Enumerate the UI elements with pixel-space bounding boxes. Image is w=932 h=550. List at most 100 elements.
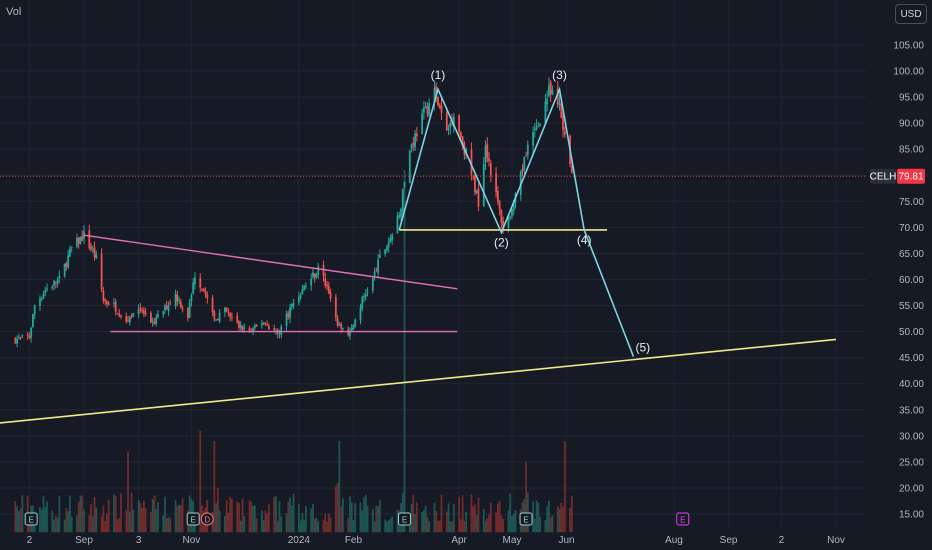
volume-bar xyxy=(69,495,71,533)
candle-body xyxy=(32,314,34,327)
candle-body xyxy=(130,316,133,318)
volume-bar xyxy=(100,516,103,533)
earnings-marker: E xyxy=(519,512,533,526)
candle-body xyxy=(202,288,205,292)
earnings-badge[interactable] xyxy=(519,512,533,526)
candle-body xyxy=(268,325,270,330)
drawings: (1) (2) (3) (4) (5) xyxy=(0,68,837,424)
earnings-marker: E xyxy=(186,512,200,526)
volume-bar xyxy=(93,496,96,533)
volume-bar xyxy=(33,520,36,533)
volume-bar xyxy=(322,519,325,533)
candle-body xyxy=(236,315,239,323)
price-tick-label: 95.00 xyxy=(899,93,924,104)
candle-body xyxy=(570,166,573,173)
volume-bar xyxy=(165,518,168,533)
earnings-badge[interactable] xyxy=(398,512,412,526)
candle-body xyxy=(500,209,503,223)
volume-bar xyxy=(560,502,563,533)
candle-body xyxy=(512,201,515,211)
volume-bar xyxy=(387,520,390,533)
candle-body xyxy=(371,278,374,291)
volume-bar xyxy=(421,511,424,533)
volume-bar xyxy=(79,495,82,533)
candle-body xyxy=(65,263,68,267)
candle-body xyxy=(139,307,142,310)
volume-bar xyxy=(77,501,80,533)
volume-bar xyxy=(250,501,253,533)
volume-bar xyxy=(338,441,341,533)
volume-bar xyxy=(95,507,98,533)
currency-button[interactable]: USD xyxy=(895,4,927,24)
candle-body xyxy=(151,321,154,323)
volume-bar xyxy=(113,494,115,533)
candle-body xyxy=(113,302,115,304)
volume-bar xyxy=(422,510,425,533)
candle-body xyxy=(287,312,290,317)
volume-bar xyxy=(19,508,22,533)
earnings-badge[interactable] xyxy=(24,512,38,526)
candle-body xyxy=(350,328,353,332)
candle-body xyxy=(33,305,36,315)
candle-body xyxy=(93,247,96,258)
price-tick-label: 40.00 xyxy=(899,379,924,390)
dividend-badge[interactable] xyxy=(200,512,214,526)
volume-bar xyxy=(297,503,300,533)
volume-bar xyxy=(312,503,314,533)
volume-bar xyxy=(278,501,281,533)
earnings-badge[interactable] xyxy=(676,512,690,526)
volume-bar xyxy=(391,516,394,533)
candle-body xyxy=(26,334,29,336)
volume-bar xyxy=(65,507,68,533)
candle-body xyxy=(475,190,478,194)
volume-bar xyxy=(14,500,17,533)
volume-bar xyxy=(428,521,431,533)
candle-body xyxy=(120,315,122,317)
volume-bar xyxy=(141,507,144,533)
volume-bar xyxy=(290,505,293,533)
volume-bar xyxy=(299,520,302,533)
candle-body xyxy=(116,313,119,315)
volume-bar xyxy=(366,505,369,533)
candle-body xyxy=(364,294,367,297)
candle-body xyxy=(556,88,559,105)
volume-bar xyxy=(539,516,542,533)
candle-body xyxy=(70,246,73,248)
volume-bar xyxy=(324,513,327,533)
time-axis: 2 Sep 3 Nov 2024 Feb Apr May Jun Aug Sep 2 Nov xyxy=(27,535,845,546)
candle-body xyxy=(273,328,276,331)
candle-body xyxy=(218,312,221,322)
candle-body xyxy=(472,176,475,178)
volume-bar xyxy=(563,441,566,533)
candle-body xyxy=(322,264,325,277)
volume-bar xyxy=(264,510,267,533)
candle-body xyxy=(560,103,563,118)
volume-bar xyxy=(104,521,107,533)
volume-bar xyxy=(458,496,461,533)
candle-body xyxy=(157,314,159,318)
candle-body xyxy=(266,324,269,326)
candle-body xyxy=(137,309,140,314)
event-marker-label: E xyxy=(28,516,33,525)
candle-body xyxy=(521,168,524,171)
volume-bar xyxy=(155,509,158,533)
candle-body xyxy=(317,266,320,275)
candle-body xyxy=(14,338,17,344)
candle-body xyxy=(433,87,436,103)
candle-body xyxy=(91,249,94,251)
candle-body xyxy=(169,303,172,305)
candle-body xyxy=(414,133,416,148)
triangle-upper-line xyxy=(83,234,458,290)
candle-body xyxy=(216,319,219,321)
volume-bar xyxy=(16,506,18,533)
earnings-badge[interactable] xyxy=(186,512,200,526)
candle-body xyxy=(144,312,147,315)
candle-body xyxy=(482,163,485,207)
symbol-tag: CELH xyxy=(870,172,897,183)
volume-bar xyxy=(317,521,320,533)
volume-bar xyxy=(128,511,131,533)
candle-body xyxy=(178,300,181,302)
event-marker-label: D xyxy=(204,516,210,525)
candle-body xyxy=(188,303,191,318)
